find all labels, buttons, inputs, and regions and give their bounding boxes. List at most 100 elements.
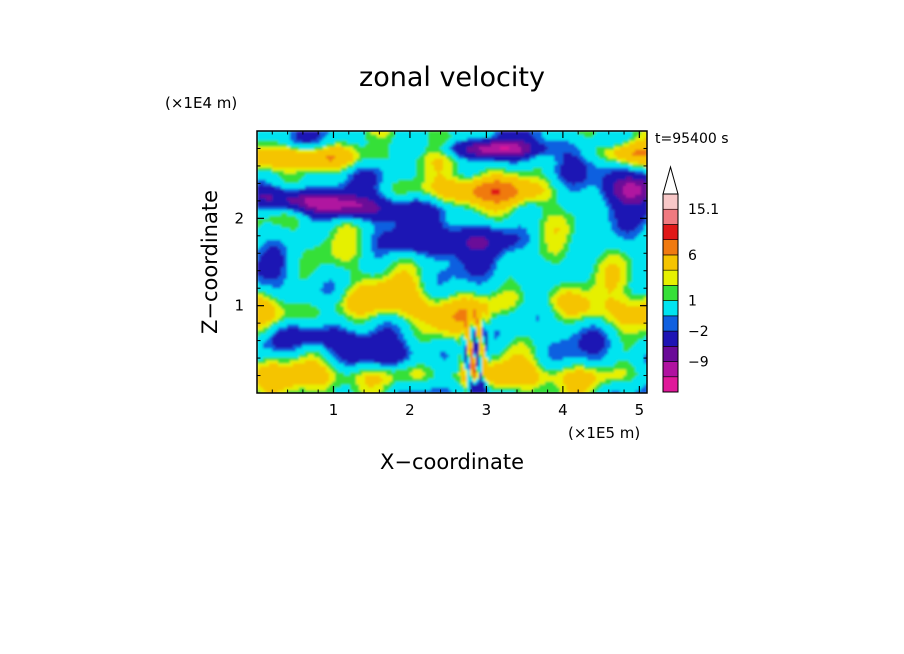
field-cell: [449, 383, 453, 388]
field-cell: [335, 347, 339, 352]
field-cell: [437, 362, 441, 367]
field-cell: [473, 380, 477, 385]
field-cell: [638, 383, 642, 388]
field-cell: [425, 368, 429, 373]
field-cell: [395, 335, 399, 340]
field-cell: [470, 374, 474, 379]
field-cell: [260, 371, 264, 376]
field-cell: [551, 368, 555, 373]
field-cell: [566, 350, 570, 355]
field-cell: [641, 383, 645, 388]
field-cell: [377, 356, 381, 361]
field-cell: [521, 389, 525, 393]
field-cell: [596, 359, 600, 364]
field-cell: [398, 326, 402, 331]
field-cell: [440, 332, 444, 337]
field-cell: [458, 344, 462, 349]
field-cell: [275, 383, 279, 388]
field-cell: [464, 338, 468, 343]
field-cell: [497, 377, 501, 382]
field-cell: [290, 374, 294, 379]
field-cell: [347, 323, 351, 328]
field-cell: [575, 368, 579, 373]
field-cell: [545, 356, 549, 361]
field-cell: [410, 389, 414, 393]
field-cell: [389, 389, 393, 393]
field-cell: [257, 383, 261, 388]
field-cell: [356, 329, 360, 334]
field-cell: [299, 335, 303, 340]
field-cell: [281, 344, 285, 349]
field-cell: [620, 332, 624, 337]
field-cell: [500, 350, 504, 355]
field-cell: [554, 380, 558, 385]
field-cell: [608, 377, 612, 382]
field-cell: [425, 365, 429, 370]
field-cell: [485, 377, 489, 382]
field-cell: [518, 356, 522, 361]
field-cell: [626, 341, 630, 346]
field-cell: [407, 362, 411, 367]
field-cell: [620, 377, 624, 382]
field-cell: [332, 335, 336, 340]
field-cell: [593, 350, 597, 355]
field-cell: [356, 356, 360, 361]
field-cell: [536, 389, 540, 393]
field-cell: [434, 389, 438, 393]
field-cell: [614, 350, 618, 355]
field-cell: [629, 353, 633, 358]
field-cell: [314, 386, 318, 391]
field-cell: [278, 377, 282, 382]
field-cell: [509, 323, 513, 328]
field-cell: [536, 380, 540, 385]
field-cell: [374, 347, 378, 352]
field-cell: [518, 329, 522, 334]
field-cell: [566, 347, 570, 352]
field-cell: [323, 329, 327, 334]
field-cell: [329, 344, 333, 349]
field-cell: [587, 323, 591, 328]
field-cell: [437, 374, 441, 379]
field-cell: [500, 335, 504, 340]
field-cell: [323, 380, 327, 385]
field-cell: [347, 353, 351, 358]
field-cell: [503, 326, 507, 331]
field-cell: [524, 335, 528, 340]
field-cell: [332, 332, 336, 337]
field-cell: [356, 374, 360, 379]
field-cell: [362, 347, 366, 352]
field-cell: [395, 323, 399, 328]
field-cell: [272, 359, 276, 364]
field-cell: [398, 335, 402, 340]
field-cell: [350, 335, 354, 340]
field-cell: [533, 335, 537, 340]
field-cell: [401, 362, 405, 367]
field-cell: [518, 353, 522, 358]
field-cell: [617, 368, 621, 373]
field-cell: [629, 341, 633, 346]
field-cell: [308, 353, 312, 358]
field-cell: [524, 383, 528, 388]
field-cell: [554, 350, 558, 355]
field-cell: [485, 332, 489, 337]
field-cell: [530, 362, 534, 367]
field-cell: [410, 350, 414, 355]
field-cell: [269, 359, 273, 364]
field-cell: [263, 329, 267, 334]
field-cell: [599, 368, 603, 373]
field-cell: [614, 359, 618, 364]
field-cell: [587, 341, 591, 346]
field-cell: [329, 380, 333, 385]
field-cell: [431, 338, 435, 343]
field-cell: [572, 344, 576, 349]
field-cell: [581, 359, 585, 364]
field-cell: [479, 371, 483, 376]
field-cell: [314, 383, 318, 388]
field-cell: [395, 362, 399, 367]
field-cell: [440, 371, 444, 376]
field-cell: [635, 368, 639, 373]
field-cell: [293, 320, 297, 325]
field-cell: [572, 362, 576, 367]
field-cell: [575, 344, 579, 349]
field-cell: [347, 380, 351, 385]
